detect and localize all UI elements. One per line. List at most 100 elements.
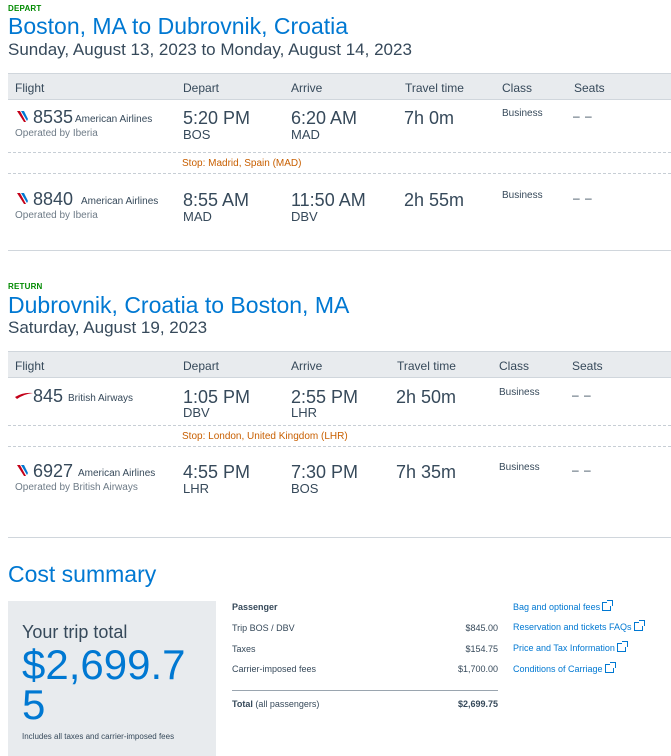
carrier-name: American Airlines — [81, 196, 159, 207]
carrier-name: American Airlines — [78, 468, 156, 479]
depart-dates: Sunday, August 13, 2023 to Monday, Augus… — [8, 40, 412, 59]
total-divider — [232, 690, 498, 691]
cabin-class: Business — [499, 387, 540, 398]
col-seats: Seats — [574, 81, 605, 95]
travel-time: 7h 0m — [404, 108, 455, 128]
stop-info: Stop: London, United Kingdom (LHR) — [182, 431, 348, 442]
stop-info: Stop: Madrid, Spain (MAD) — [182, 158, 302, 169]
bag-fees-link[interactable]: Bag and optional fees — [513, 600, 614, 612]
depart-table-header: Flight Depart Arrive Travel time Class S… — [8, 73, 671, 100]
total-label: Total — [232, 699, 253, 709]
depart-airport: MAD — [183, 209, 212, 224]
price-tax-link[interactable]: Price and Tax Information — [513, 641, 628, 653]
col-seats: Seats — [572, 359, 603, 373]
cost-row-label: Trip BOS / DBV — [232, 623, 295, 633]
col-flight: Flight — [15, 359, 45, 373]
trip-total-note: Includes all taxes and carrier-imposed f… — [22, 732, 175, 741]
british-airways-logo — [15, 392, 33, 399]
seats-value: – – — [572, 463, 592, 477]
american-airlines-logo — [17, 465, 28, 476]
col-arrive: Arrive — [291, 359, 323, 373]
section-divider — [8, 250, 671, 251]
american-airlines-logo — [17, 193, 28, 204]
passenger-heading: Passenger — [232, 602, 278, 612]
arrive-time: 11:50 AM — [291, 190, 366, 210]
link-text[interactable]: Conditions of Carriage — [513, 664, 603, 674]
seats-value: – – — [572, 388, 592, 402]
trip-total-amount: $2,699.75 — [22, 641, 186, 728]
depart-route-title: Boston, MA to Dubrovnik, Croatia — [8, 13, 349, 39]
flight-number: 845 — [33, 386, 64, 406]
travel-time: 7h 35m — [396, 462, 457, 482]
cost-row-value: $1,700.00 — [457, 664, 498, 674]
depart-time: 8:55 AM — [183, 190, 250, 210]
arrive-time: 7:30 PM — [291, 462, 359, 482]
col-class: Class — [502, 81, 533, 95]
flight-number: 8840 — [33, 189, 74, 209]
arrive-airport: MAD — [291, 127, 320, 142]
carrier-name: American Airlines — [75, 114, 153, 125]
col-travel-time: Travel time — [397, 359, 456, 373]
cost-row-value: $845.00 — [465, 623, 498, 633]
col-class: Class — [499, 359, 530, 373]
arrive-airport: DBV — [291, 209, 318, 224]
faq-link[interactable]: Reservation and tickets FAQs — [513, 620, 645, 632]
return-table-header: Flight Depart Arrive Travel time Class S… — [8, 351, 671, 378]
divider — [8, 173, 671, 174]
divider — [8, 425, 671, 426]
trip-total-box: Your trip total $2,699.75 Includes all t… — [8, 601, 216, 756]
trip-total-label: Your trip total — [22, 622, 128, 642]
col-travel-time: Travel time — [405, 81, 464, 95]
seats-value: – – — [573, 191, 593, 205]
cost-summary-title: Cost summary — [8, 561, 157, 587]
cost-row-label: Carrier-imposed fees — [232, 664, 317, 674]
depart-airport: LHR — [183, 481, 210, 496]
conditions-link[interactable]: Conditions of Carriage — [513, 662, 616, 674]
operated-by: Operated by Iberia — [15, 128, 98, 139]
operated-by: Operated by British Airways — [15, 482, 138, 493]
operated-by: Operated by Iberia — [15, 210, 98, 221]
link-text[interactable]: Bag and optional fees — [513, 602, 601, 612]
col-depart: Depart — [183, 81, 220, 95]
link-text[interactable]: Price and Tax Information — [513, 643, 615, 653]
depart-time: 4:55 PM — [183, 462, 251, 482]
arrive-time: 6:20 AM — [291, 108, 358, 128]
divider — [8, 446, 671, 447]
return-dates: Saturday, August 19, 2023 — [8, 318, 208, 337]
travel-time: 2h 55m — [404, 190, 465, 210]
carrier-name: British Airways — [68, 393, 134, 404]
external-link-icon — [604, 662, 616, 673]
external-link-icon — [616, 641, 628, 652]
col-flight: Flight — [15, 81, 45, 95]
depart-airport: BOS — [183, 127, 211, 142]
external-link-icon — [602, 600, 614, 611]
cabin-class: Business — [499, 462, 540, 473]
total-suffix: (all passengers) — [255, 699, 320, 709]
depart-time: 1:05 PM — [183, 387, 251, 407]
cost-row-label: Taxes — [232, 644, 256, 654]
external-link-icon — [633, 620, 645, 631]
american-airlines-logo — [17, 111, 28, 122]
cabin-class: Business — [502, 190, 543, 201]
depart-label: DEPART — [8, 4, 42, 13]
return-label: RETURN — [8, 282, 43, 291]
arrive-airport: LHR — [291, 405, 318, 420]
depart-time: 5:20 PM — [183, 108, 251, 128]
col-arrive: Arrive — [291, 81, 323, 95]
col-depart: Depart — [183, 359, 220, 373]
total-value: $2,699.75 — [457, 699, 498, 709]
link-text[interactable]: Reservation and tickets FAQs — [513, 622, 632, 632]
section-divider — [8, 537, 671, 538]
total-row: Total (all passengers) — [232, 699, 319, 709]
travel-time: 2h 50m — [396, 387, 457, 407]
divider — [8, 152, 671, 153]
flight-number: 6927 — [33, 461, 74, 481]
flight-number: 8535 — [33, 107, 74, 127]
cost-row-value: $154.75 — [465, 644, 498, 654]
depart-airport: DBV — [183, 405, 210, 420]
cabin-class: Business — [502, 108, 543, 119]
return-route-title: Dubrovnik, Croatia to Boston, MA — [8, 292, 350, 318]
seats-value: – – — [573, 109, 593, 123]
arrive-time: 2:55 PM — [291, 387, 359, 407]
arrive-airport: BOS — [291, 481, 319, 496]
